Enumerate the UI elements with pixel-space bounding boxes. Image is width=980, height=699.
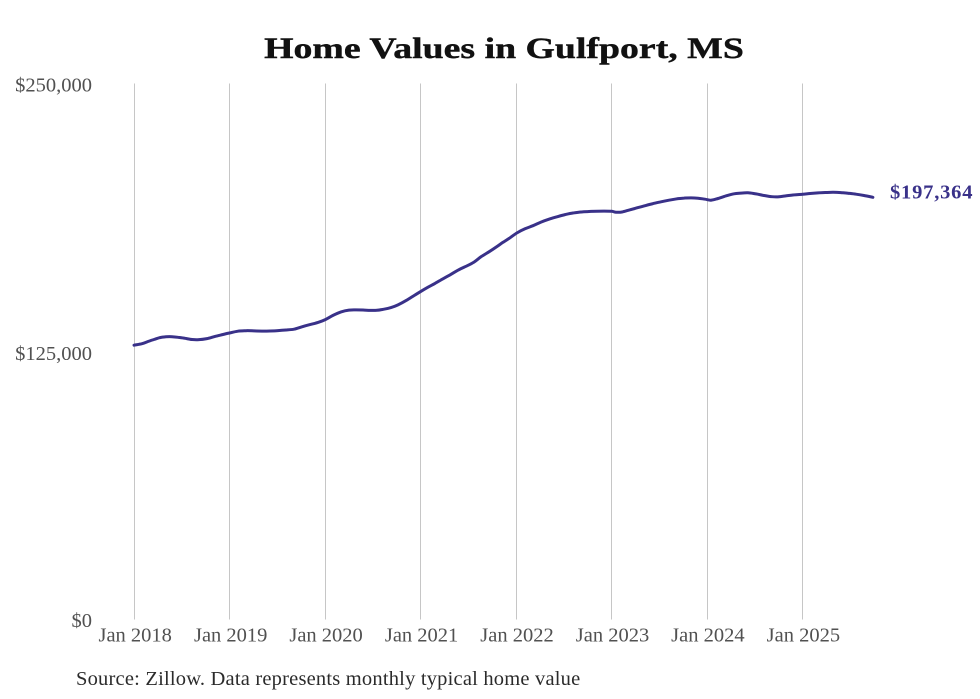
svg-text:Jan 2022: Jan 2022	[480, 625, 553, 647]
svg-text:Jan 2018: Jan 2018	[98, 625, 171, 647]
svg-text:Jan 2020: Jan 2020	[289, 625, 362, 647]
svg-text:Jan 2019: Jan 2019	[194, 625, 267, 647]
svg-text:$250,000: $250,000	[15, 74, 92, 96]
svg-text:Jan 2023: Jan 2023	[576, 625, 649, 647]
svg-text:Source: Zillow. Data represent: Source: Zillow. Data represents monthly …	[76, 668, 580, 690]
svg-text:$197,364: $197,364	[890, 181, 973, 203]
svg-text:Jan 2025: Jan 2025	[767, 625, 840, 647]
svg-text:$125,000: $125,000	[15, 343, 92, 365]
svg-text:$0: $0	[72, 610, 93, 632]
svg-text:Jan 2021: Jan 2021	[385, 625, 458, 647]
svg-text:Home Values in Gulfport, MS: Home Values in Gulfport, MS	[264, 33, 744, 66]
svg-text:Jan 2024: Jan 2024	[671, 625, 744, 647]
